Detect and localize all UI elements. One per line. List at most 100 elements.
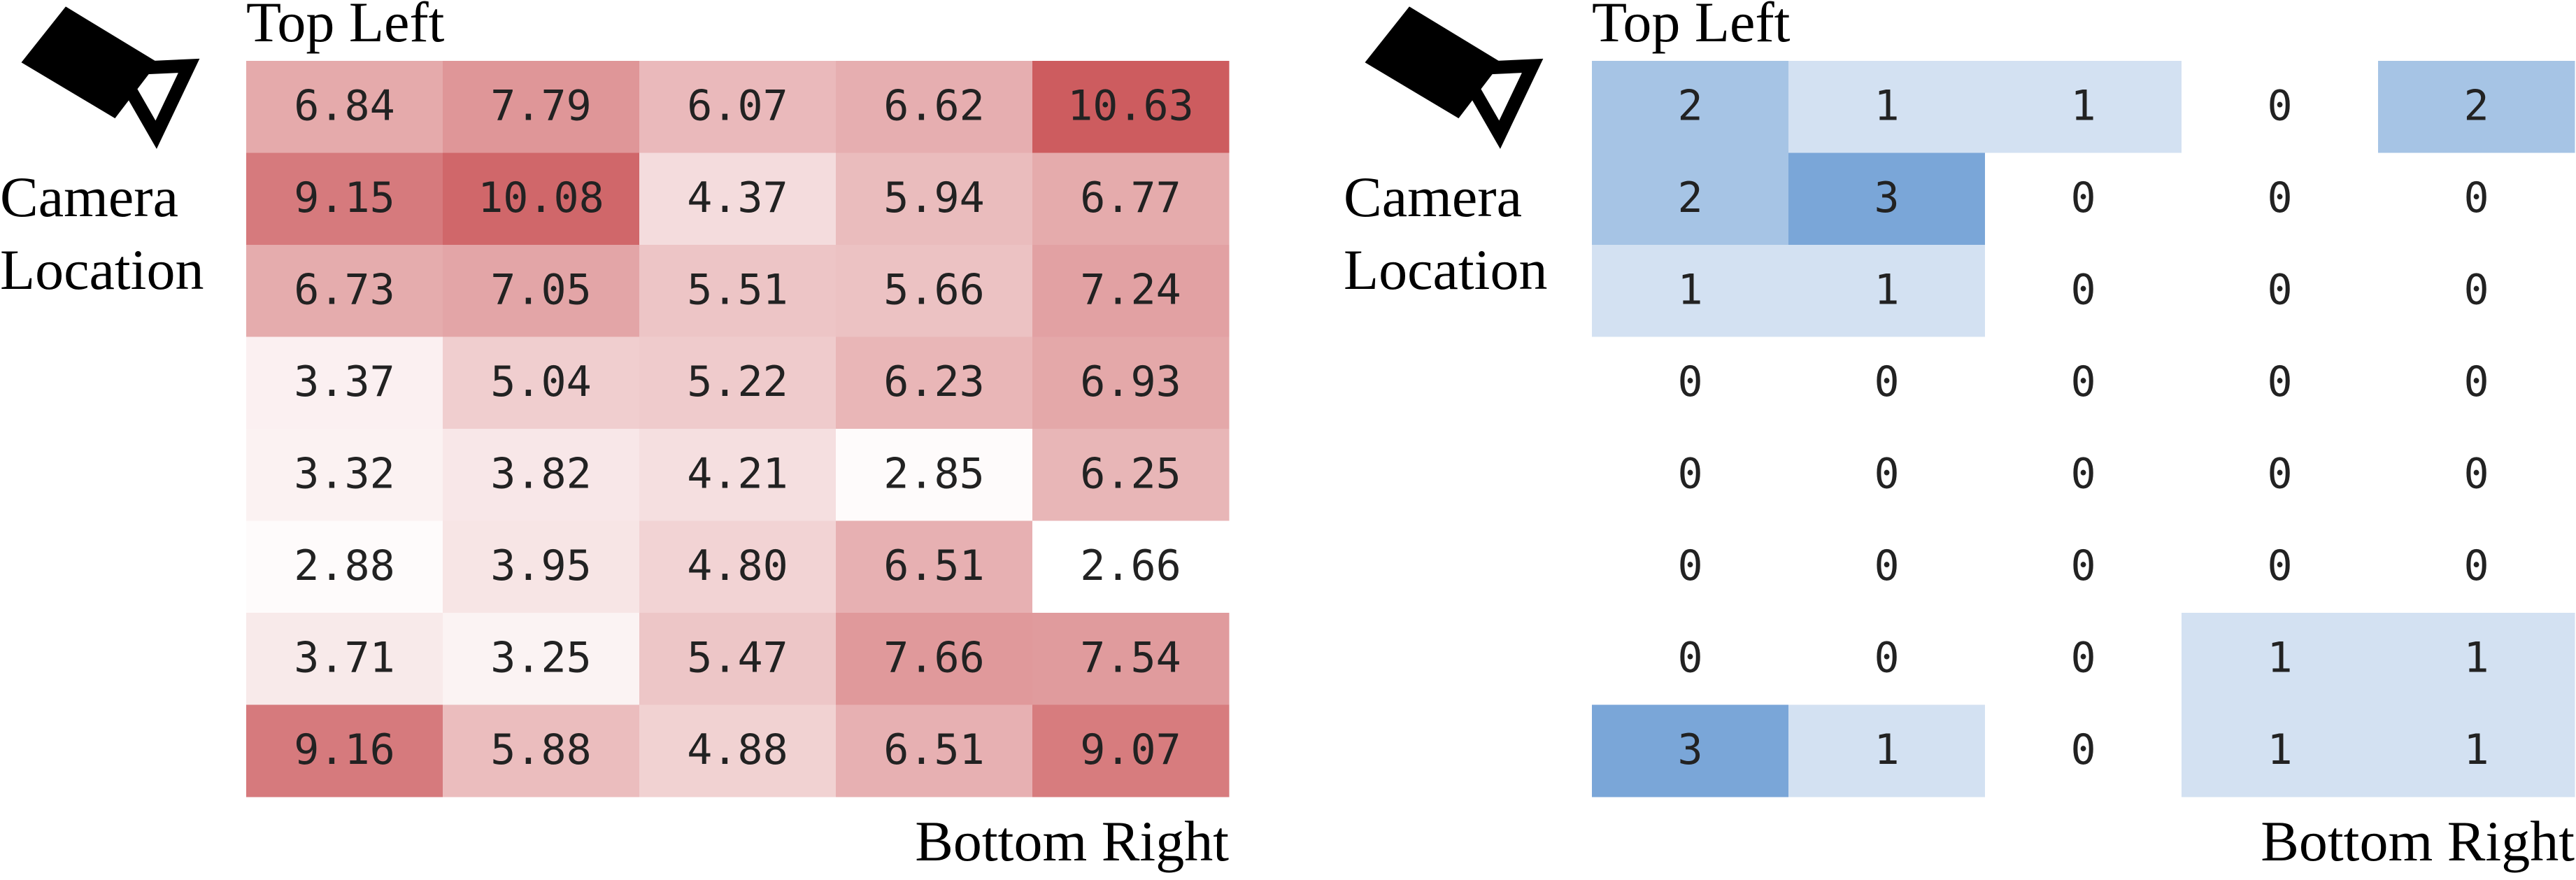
cell-label: 6.51 (883, 725, 985, 774)
heatmap-cell (836, 704, 1033, 797)
heatmap-cell (2378, 704, 2575, 797)
cell-label: 7.79 (490, 81, 592, 130)
heatmap-cell (2378, 152, 2575, 246)
cell-label: 4.21 (687, 449, 788, 498)
heatmap-cell (443, 520, 640, 613)
bottom-label: Bottom Right (2261, 809, 2575, 873)
heatmap-cell (1592, 429, 1789, 521)
heatmap-cell (639, 613, 837, 705)
cell-label: 0 (2463, 265, 2489, 314)
heatmap-cell (1592, 152, 1789, 246)
cell-label: 7.05 (490, 265, 592, 314)
cell-label: 3.25 (490, 633, 592, 682)
cell-label: 0 (1874, 357, 1899, 406)
heatmap-cell (1985, 336, 2182, 430)
cell-label: 1 (2267, 633, 2292, 682)
cell-label: 0 (2070, 541, 2095, 590)
cell-label: 3.71 (294, 633, 395, 682)
heatmap-cell (1788, 336, 1986, 430)
cell-label: 0 (2463, 173, 2489, 222)
heatmap-cell (2378, 336, 2575, 430)
heatmap-cell (2182, 245, 2379, 337)
cell-label: 5.04 (490, 357, 592, 406)
heatmap-cell (246, 245, 443, 337)
heatmap-cell (246, 429, 443, 521)
heatmap-cell (246, 152, 443, 246)
cell-label: 5.51 (687, 265, 788, 314)
cell-label: 9.07 (1080, 725, 1181, 774)
heatmap-cell (1592, 245, 1789, 337)
heatmap-cell (2378, 245, 2575, 337)
cell-label: 6.62 (883, 81, 985, 130)
side-label: Camera Location (0, 165, 204, 301)
camera-icon (21, 6, 200, 149)
heatmap-cell (2182, 61, 2379, 153)
heatmap-cell (1788, 152, 1986, 246)
heatmap-cell (1985, 152, 2182, 246)
heatmap-cell (1788, 704, 1986, 797)
heatmap-cell (639, 152, 837, 246)
heatmap-cell (1032, 704, 1230, 797)
cell-label: 1 (1677, 265, 1702, 314)
heatmap-cell (639, 245, 837, 337)
cell-label: 7.24 (1080, 265, 1181, 314)
heatmap-cell (639, 704, 837, 797)
heatmap-cell (443, 704, 640, 797)
cell-label: 7.54 (1080, 633, 1181, 682)
cell-label: 6.25 (1080, 449, 1181, 498)
cell-label: 5.22 (687, 357, 788, 406)
heatmap-cell (1788, 613, 1986, 705)
cell-label: 6.93 (1080, 357, 1181, 406)
cell-label: 6.07 (687, 81, 788, 130)
heatmap-cell (1788, 245, 1986, 337)
cell-label: 2 (1677, 81, 1702, 130)
cell-label: 0 (2070, 173, 2095, 222)
heatmap-cell (1592, 520, 1789, 613)
cell-label: 3 (1677, 725, 1702, 774)
cell-label: 1 (1874, 265, 1899, 314)
cell-label: 9.15 (294, 173, 395, 222)
heatmap-cell (1592, 61, 1789, 153)
cell-label: 6.84 (294, 81, 395, 130)
cell-label: 1 (1874, 725, 1899, 774)
heatmap-cell (836, 245, 1033, 337)
heatmap-cell (639, 520, 837, 613)
cell-label: 1 (2463, 725, 2489, 774)
cell-label: 0 (1677, 357, 1702, 406)
heatmap-cell (1032, 245, 1230, 337)
heatmap-cell (1985, 520, 2182, 613)
cell-label: 4.88 (687, 725, 788, 774)
cell-label: 0 (1874, 449, 1899, 498)
heatmap-cell (2182, 336, 2379, 430)
cell-label: 0 (2267, 173, 2292, 222)
cell-label: 5.94 (883, 173, 985, 222)
cell-label: 0 (1874, 633, 1899, 682)
heatmap-cell (2182, 152, 2379, 246)
heatmap-cell (836, 429, 1033, 521)
heatmap-cell (1985, 429, 2182, 521)
side-label: Camera Location (1344, 165, 1548, 301)
heatmap-cell (1592, 704, 1789, 797)
heatmap-cell (1032, 429, 1230, 521)
cell-label: 2 (2463, 81, 2489, 130)
cell-label: 0 (2267, 357, 2292, 406)
heatmap-cell (443, 336, 640, 430)
heatmap-cell (836, 152, 1033, 246)
cell-label: 1 (2267, 725, 2292, 774)
cell-label: 4.80 (687, 541, 788, 590)
cell-label: 5.88 (490, 725, 592, 774)
cell-label: 0 (2463, 357, 2489, 406)
heatmap-cell (2182, 704, 2379, 797)
heatmap-cell (2378, 613, 2575, 705)
cell-label: 0 (1677, 449, 1702, 498)
cell-label: 9.16 (294, 725, 395, 774)
cell-label: 0 (2070, 449, 2095, 498)
heatmap-cell (246, 336, 443, 430)
cell-label: 0 (2267, 81, 2292, 130)
top-label: Top Left (1592, 0, 1791, 54)
cell-label: 5.47 (687, 633, 788, 682)
heatmap-cell (639, 336, 837, 430)
heatmap-cell (1788, 429, 1986, 521)
